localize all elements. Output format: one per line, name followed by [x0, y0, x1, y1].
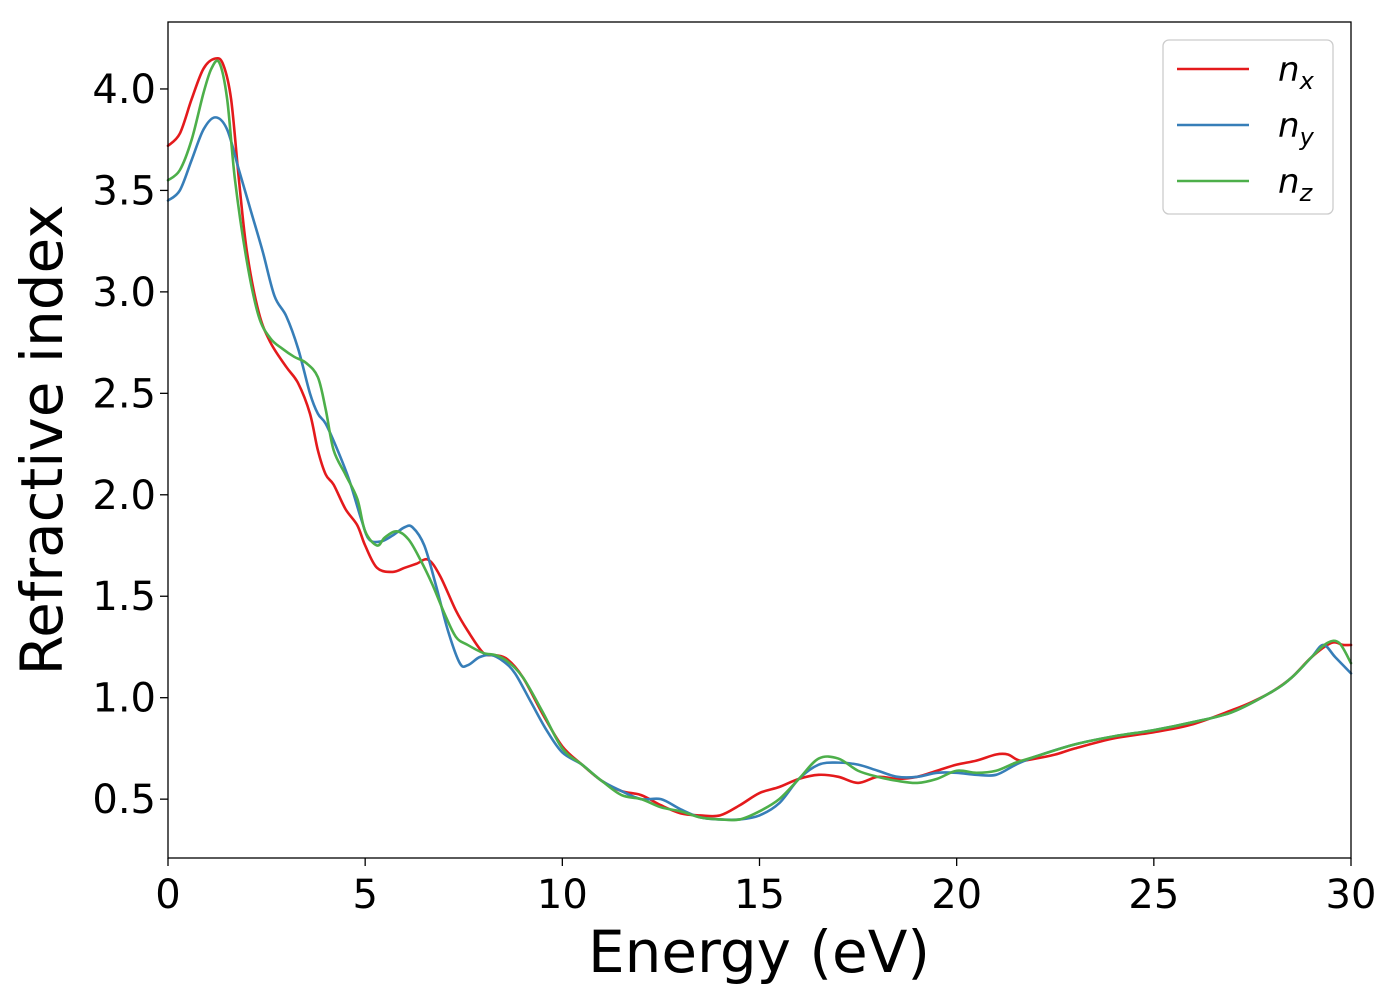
x-tick-label: 5 — [352, 872, 377, 918]
y-tick-label: 2.0 — [92, 473, 156, 519]
series-line-n-z — [166, 59, 1353, 822]
x-tick-label: 0 — [155, 872, 180, 918]
legend-box — [1162, 39, 1334, 215]
y-tick-label: 1.5 — [92, 574, 156, 620]
x-tick-label: 25 — [1128, 872, 1179, 918]
x-tick-label: 30 — [1326, 872, 1377, 918]
series-layer — [166, 56, 1353, 822]
x-tick-label: 10 — [537, 872, 588, 918]
y-tick-label: 3.5 — [92, 168, 156, 214]
legend-label-z: nz — [1278, 162, 1314, 207]
legend: nx ny nz — [1162, 39, 1334, 215]
y-tick-label: 2.5 — [92, 371, 156, 417]
x-tick-label: 15 — [734, 872, 785, 918]
y-axis: 0.5 1.0 1.5 2.0 2.5 3.0 3.5 4.0 — [92, 67, 168, 823]
y-tick-label: 3.0 — [92, 270, 156, 316]
legend-label-y: ny — [1278, 106, 1315, 151]
x-axis: 0 5 10 15 20 25 30 — [155, 858, 1376, 918]
y-tick-label: 1.0 — [92, 676, 156, 722]
legend-label-x: nx — [1278, 50, 1315, 95]
x-axis-title: Energy (eV) — [588, 918, 930, 986]
x-tick-label: 20 — [931, 872, 982, 918]
y-tick-label: 0.5 — [92, 777, 156, 823]
y-tick-label: 4.0 — [92, 67, 156, 113]
y-axis-title: Refractive index — [8, 204, 76, 675]
